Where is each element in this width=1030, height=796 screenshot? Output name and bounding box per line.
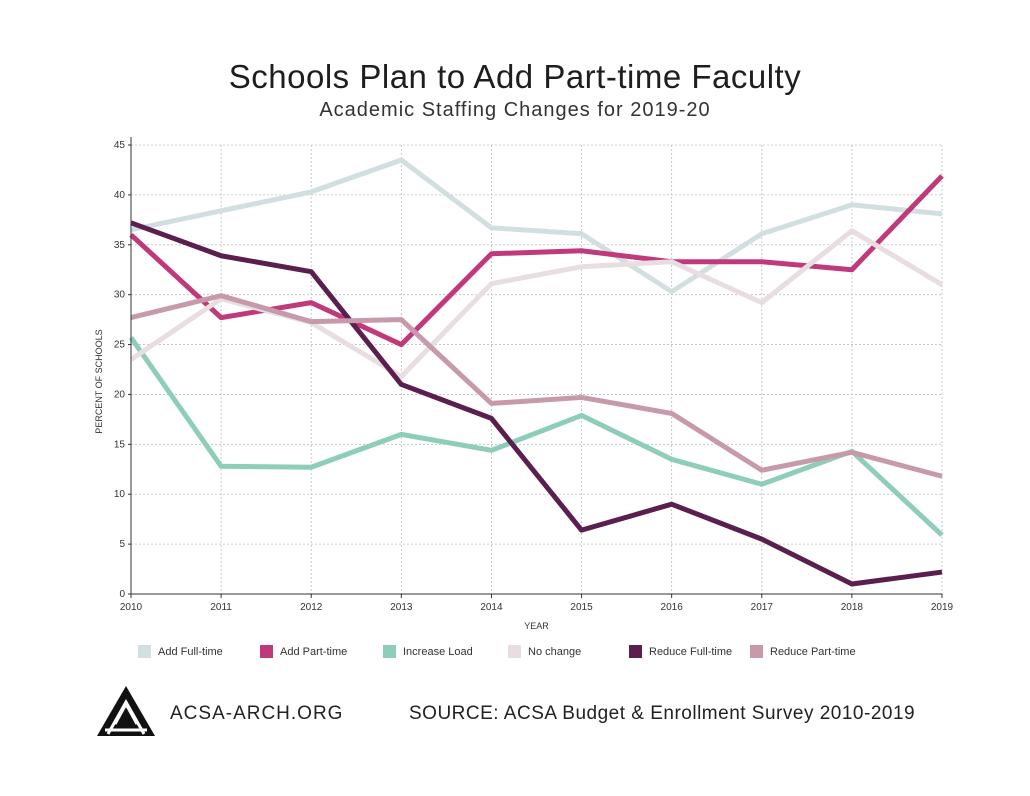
x-tick-label: 2015 [570,602,593,613]
chart-title: Schools Plan to Add Part-time Faculty [228,58,802,95]
acsa-triangle-logo-icon [97,686,155,736]
chart-legend: Add Full-time Add Part-time Increase Load N… [0,645,1030,665]
x-tick-label: 2014 [480,602,503,613]
x-tick-label: 2010 [120,602,143,613]
source-note: SOURCE: ACSA Budget & Enrollment Survey … [409,703,916,724]
legend-item-no-change: No change [508,645,581,658]
legend-item-add-part-time: Add Part-time [260,645,347,658]
y-tick-label: 25 [114,340,126,351]
x-tick-label: 2019 [931,602,954,613]
series-line-add-full-time [130,157,943,295]
legend-item-increase-load: Increase Load [383,645,473,658]
y-tick-label: 15 [114,439,126,450]
x-tick-label: 2018 [841,602,864,613]
y-axis-ticks: 0 5 10 15 20 25 30 35 40 45 [114,140,131,600]
y-axis-label: PERCENT OF SCHOOLS [94,329,104,433]
y-tick-label: 5 [119,539,125,550]
legend-label: No change [528,645,582,658]
legend-label: Reduce Part-time [770,645,856,658]
footer: ACSA-ARCH.ORG SOURCE: ACSA Budget & Enro… [0,684,1030,744]
y-tick-label: 40 [114,190,126,201]
legend-swatch [508,645,521,658]
y-tick-label: 30 [114,290,126,301]
legend-swatch [383,645,396,658]
legend-swatch [750,645,763,658]
y-tick-label: 0 [119,589,125,600]
series-lines [128,157,944,587]
series-line-increase-load [128,336,944,537]
legend-swatch [138,645,151,658]
legend-item-add-full-time: Add Full-time [138,645,223,658]
y-tick-label: 35 [114,240,126,251]
chart-subtitle: Academic Staffing Changes for 2019-20 [319,99,711,121]
x-tick-label: 2017 [751,602,774,613]
y-tick-label: 10 [114,489,126,500]
legend-swatch [629,645,642,658]
x-axis-label: YEAR [524,621,549,631]
site-url: ACSA-ARCH.ORG [170,703,344,724]
legend-label: Increase Load [403,645,473,658]
x-axis-ticks: 2010 2011 2012 2013 2014 2015 2016 2017 2018 2019 [120,594,954,613]
series-line-reduce-part-time [130,293,943,479]
grid-lines [130,144,943,595]
x-tick-label: 2013 [390,602,413,613]
legend-item-reduce-full-time: Reduce Full-time [629,645,732,658]
y-tick-label: 20 [114,389,126,400]
legend-item-reduce-part-time: Reduce Part-time [750,645,856,658]
x-tick-label: 2011 [210,602,232,613]
legend-swatch [260,645,273,658]
x-tick-label: 2012 [300,602,323,613]
legend-label: Add Full-time [158,645,223,658]
y-tick-label: 45 [114,140,126,151]
legend-label: Add Part-time [280,645,348,658]
legend-label: Reduce Full-time [649,645,733,658]
series-line-reduce-full-time [130,220,943,587]
x-tick-label: 2016 [661,602,684,613]
